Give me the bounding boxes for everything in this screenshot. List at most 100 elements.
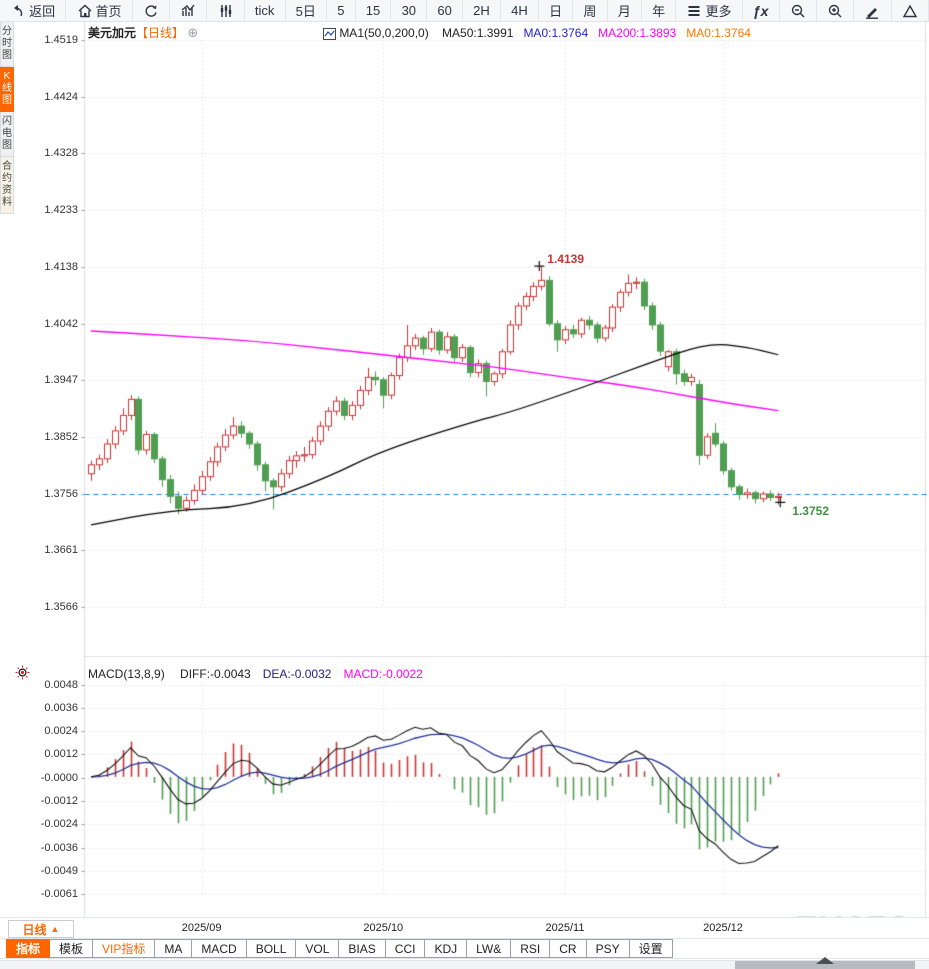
macd-params-text: MACD(13,8,9)	[88, 667, 165, 681]
candle-sliders-icon	[220, 4, 231, 17]
toolbar-年[interactable]: 年	[642, 0, 677, 21]
triangle-icon	[902, 4, 917, 17]
tab-LW&[interactable]: LW&	[467, 939, 512, 958]
ma-settings-text: MA1(50,0,200,0)	[339, 26, 429, 40]
toolbar-label: 年	[652, 4, 666, 19]
tab-VOL[interactable]: VOL	[296, 939, 340, 958]
toolbar-30[interactable]: 30	[391, 0, 428, 21]
sidebar-item-K线图[interactable]: K线图	[0, 67, 14, 112]
zoom-out-icon	[791, 4, 805, 17]
toolbar-tick[interactable]: tick	[245, 0, 286, 21]
toolbar-label: 4H	[511, 3, 528, 18]
period-selector[interactable]: 日线 ▲	[8, 920, 74, 938]
tab-KDJ[interactable]: KDJ	[425, 939, 468, 958]
tab-PSY[interactable]: PSY	[586, 939, 630, 958]
toolbar-日[interactable]: 日	[539, 0, 574, 21]
toolbar-周[interactable]: 周	[573, 0, 608, 21]
toolbar-menu[interactable]: 更多	[676, 0, 743, 21]
tab-CCI[interactable]: CCI	[385, 939, 426, 958]
price-axis-tick: 1.4424	[44, 90, 78, 103]
scrollbar-thumb[interactable]	[735, 957, 915, 969]
sidebar-item-合约资料[interactable]: 合约资料	[0, 157, 14, 214]
toolbar-label: 周	[583, 4, 597, 19]
price-axis-tick: 1.4519	[44, 34, 78, 46]
toolbar-pen[interactable]	[854, 0, 892, 21]
ma-values: MA50:1.3991 MA0:1.3764 MA200:1.3893 MA0:1.3…	[432, 26, 751, 40]
toolbar-label: 30	[401, 3, 417, 18]
price-axis-tick: 1.3756	[44, 487, 78, 500]
toolbar-label: 返回	[29, 4, 56, 19]
fx-icon: ƒx	[752, 2, 769, 19]
toolbar-refresh[interactable]	[133, 0, 171, 21]
price-axis-tick: 1.4328	[44, 147, 78, 160]
price-axis-tick: 1.4138	[44, 260, 78, 273]
tab-MA[interactable]: MA	[155, 939, 193, 958]
ma-line-icon[interactable]	[322, 27, 336, 40]
price-axis-tick: 1.4233	[44, 204, 78, 217]
tab-模板[interactable]: 模板	[50, 939, 94, 958]
tab-RSI[interactable]: RSI	[511, 939, 551, 958]
price-axis-tick: 1.3947	[44, 374, 78, 387]
chart-title-bar: 美元加元【日线】 ⊕ MA1(50,0,200,0) MA50:1.3991 MA…	[88, 24, 751, 41]
sidebar-item-分时图[interactable]: 分时图	[0, 22, 14, 67]
macd-axis-tick: -0.0024	[40, 818, 78, 831]
price-axis-tick: 1.3566	[44, 601, 78, 613]
toolbar-back[interactable]: 返回	[0, 0, 67, 21]
toolbar-bar-chart[interactable]	[170, 0, 208, 21]
tab-设置[interactable]: 设置	[629, 939, 673, 958]
macd-axis-tick: 0.0024	[44, 725, 78, 738]
x-axis-tick: 2025/12	[703, 922, 743, 934]
tab-MACD[interactable]: MACD	[192, 939, 247, 958]
toolbar-label: 月	[617, 4, 631, 19]
zoom-in-icon	[828, 4, 842, 17]
macd-settings-icon[interactable]	[15, 665, 30, 680]
period-badge: 【日线】	[136, 26, 185, 40]
macd-axis-tick: -0.0061	[40, 888, 78, 901]
tab-BIAS[interactable]: BIAS	[339, 939, 386, 958]
toolbar-zoom-in[interactable]	[817, 0, 855, 21]
toolbar-60[interactable]: 60	[427, 0, 464, 21]
toolbar-4H[interactable]: 4H	[501, 0, 539, 21]
horizontal-scrollbar[interactable]	[0, 957, 929, 969]
scrollbar-grip-icon	[816, 957, 834, 964]
period-selector-label: 日线	[22, 922, 47, 937]
last-price-label: 1.3752	[792, 504, 829, 519]
bar-chart-icon	[181, 4, 195, 16]
tab-CR[interactable]: CR	[550, 939, 587, 958]
chart-type-sidebar: 分时图 K线图 闪电图 合约资料	[0, 22, 14, 214]
macd-axis-tick: 0.0048	[44, 678, 78, 691]
toolbar-15[interactable]: 15	[356, 0, 392, 21]
toolbar-home[interactable]: 首页	[66, 0, 133, 21]
indicator-value: MA200:1.3893	[598, 26, 677, 40]
tab-VIP指标[interactable]: VIP指标	[93, 939, 156, 958]
macd-axis-tick: 0.0012	[44, 748, 78, 761]
macd-values: DIFF:-0.0043 DEA:-0.0032 MACD:-0.0022	[168, 667, 423, 681]
indicator-value: MA50:1.3991	[442, 26, 514, 40]
toolbar-2H[interactable]: 2H	[463, 0, 501, 21]
add-compare-icon[interactable]: ⊕	[187, 25, 199, 40]
indicator-value: MACD:-0.0022	[343, 667, 423, 681]
macd-axis-tick: -0.0049	[40, 864, 78, 877]
x-axis-tick: 2025/09	[181, 922, 222, 934]
tab-BOLL[interactable]: BOLL	[246, 939, 297, 958]
tab-指标[interactable]: 指标	[6, 939, 51, 958]
toolbar-candle-sliders[interactable]	[207, 0, 245, 21]
indicator-value: DIFF:-0.0043	[180, 667, 251, 681]
price-axis-tick: 1.3661	[44, 544, 78, 557]
sidebar-item-闪电图[interactable]: 闪电图	[0, 112, 14, 157]
toolbar-月[interactable]: 月	[608, 0, 642, 21]
x-axis-row: 日线 ▲ 2025/09 2025/10 2025/11 2025/12	[0, 917, 929, 939]
toolbar-label: 2H	[473, 3, 490, 18]
toolbar-fx[interactable]: ƒx	[743, 0, 780, 21]
macd-axis-tick: -0.0036	[40, 841, 78, 854]
toolbar-label: 5	[337, 3, 345, 18]
toolbar-label: 首页	[95, 4, 122, 19]
high-price-label: 1.4139	[547, 252, 584, 267]
toolbar-5日[interactable]: 5日	[286, 0, 328, 21]
refresh-icon	[145, 4, 157, 17]
toolbar-triangle[interactable]	[892, 0, 929, 21]
toolbar-5[interactable]: 5	[327, 0, 356, 21]
toolbar-zoom-out[interactable]	[780, 0, 817, 21]
indicator-value: MA0:1.3764	[686, 26, 751, 40]
